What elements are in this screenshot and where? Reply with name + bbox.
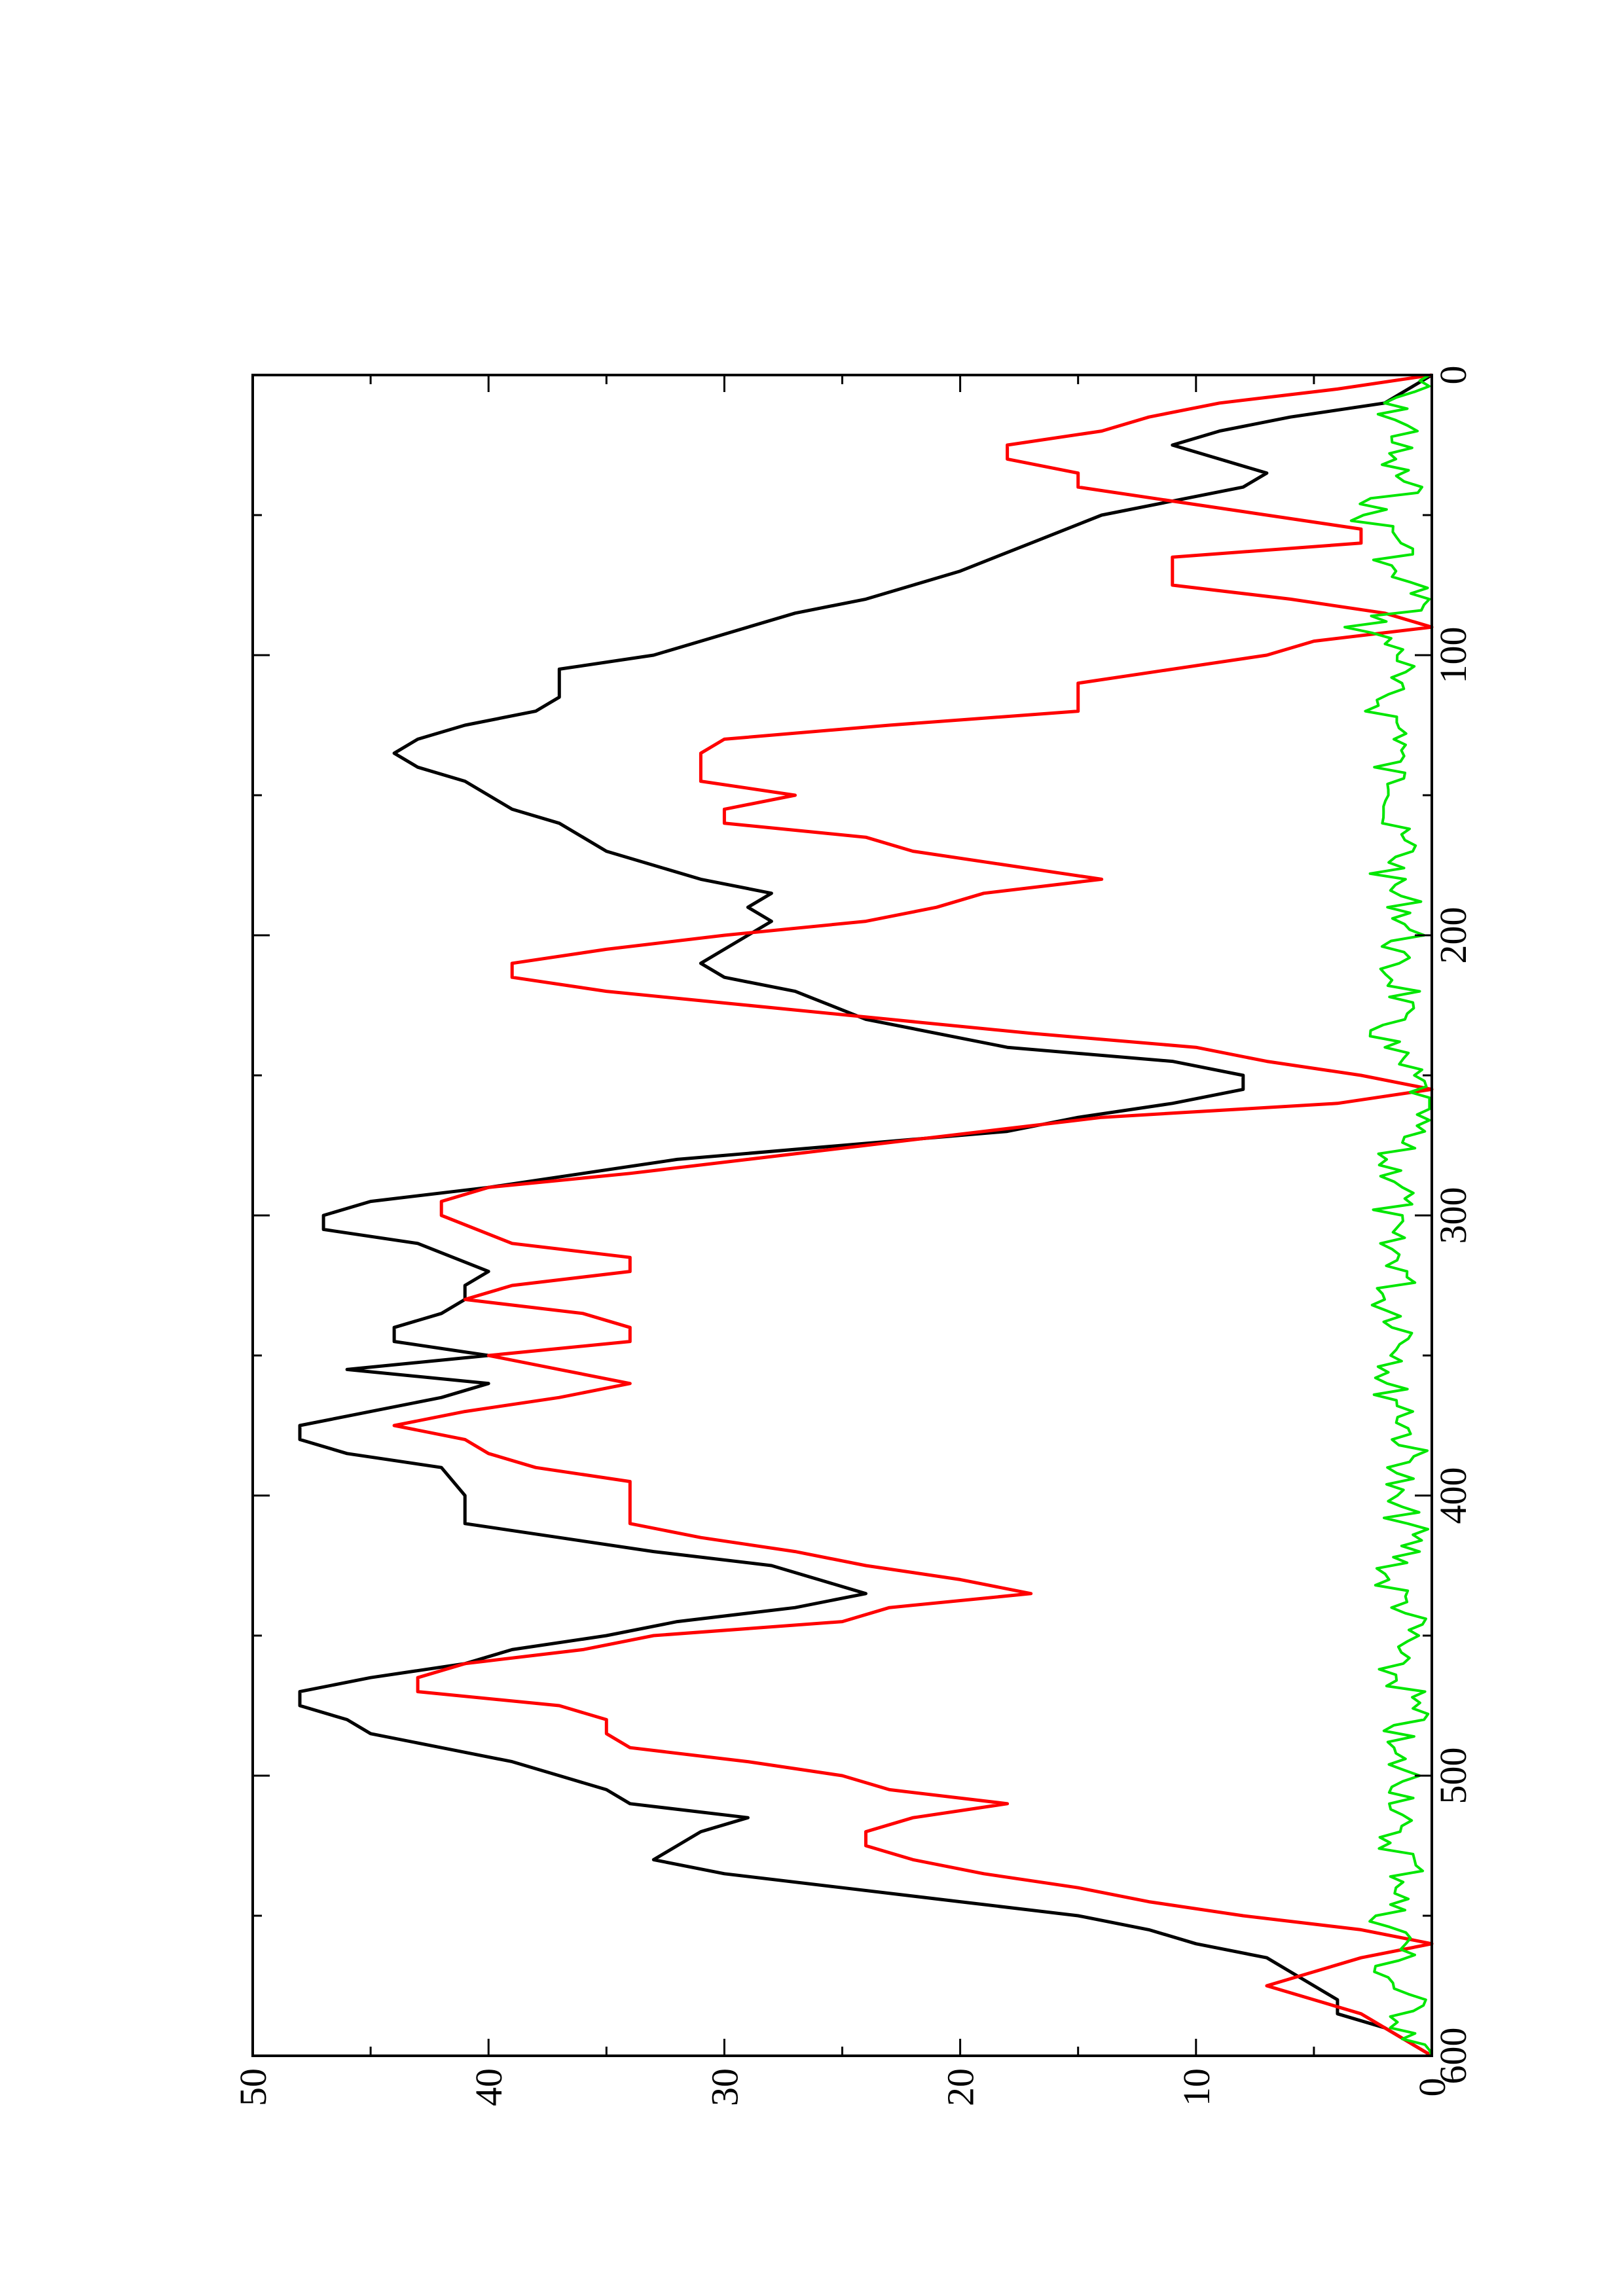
series-line-2	[392, 373, 1434, 2058]
y-tick-label: 30	[703, 2068, 746, 2106]
x-tick-label: 600	[1432, 2028, 1474, 2085]
x-tick-label: 0	[1432, 366, 1474, 385]
y-tick-label: 40	[467, 2068, 510, 2106]
y-tick-label: 20	[939, 2068, 982, 2106]
x-tick-label: 300	[1432, 1187, 1474, 1244]
ticks-layer	[251, 374, 1433, 2057]
y-tick-label: 0	[1411, 2078, 1453, 2097]
x-tick-label: 100	[1432, 627, 1474, 684]
x-tick-label: 200	[1432, 907, 1474, 964]
x-tick-label: 500	[1432, 1748, 1474, 1804]
series-line-1	[298, 373, 1433, 2058]
y-tick-label: 50	[232, 2068, 274, 2106]
y-tick-label: 10	[1175, 2068, 1218, 2106]
x-tick-label: 400	[1432, 1467, 1474, 1524]
